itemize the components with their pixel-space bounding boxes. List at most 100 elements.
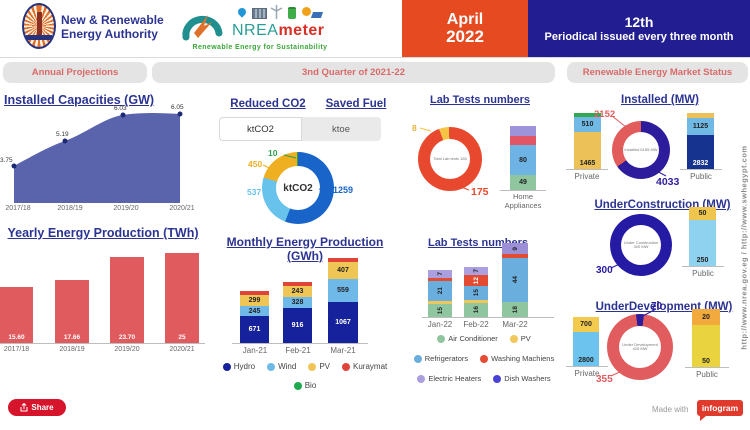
ud-public-label: Public (696, 370, 718, 379)
seg-value: 15 (472, 289, 480, 297)
legend-label: Wind (278, 362, 297, 371)
seg-value: 2800 (578, 357, 594, 364)
nreameter-logo: NREAmeter Renewable Energy for Sustainab… (176, 2, 344, 54)
dish-washers-dot-icon (493, 374, 502, 383)
yearly-x-label: 2020/21 (169, 346, 195, 353)
lab-legend-row1: Air Conditioner PV (408, 334, 560, 343)
stack-seg-wind: 559 (328, 279, 358, 302)
brand-wordmark: NREAmeter (232, 22, 325, 40)
legend-label: PV (520, 334, 531, 343)
seg-value: 15 (436, 306, 444, 315)
lab-seg-ac: 16 (464, 303, 488, 317)
lab-tests-donut-chart: Total Lab tests 183 (418, 127, 482, 191)
donut-center-label: Under Construction 300 MW (623, 239, 659, 249)
legend-label: Hydro (233, 362, 256, 371)
installed-public-yellow (687, 113, 714, 118)
lab-seg-washing: 12 (464, 275, 488, 286)
wind-turbine-icon (270, 5, 283, 19)
org-name: New & Renewable Energy Authority (61, 13, 164, 41)
legend-label: Washing Machiens (491, 354, 555, 363)
installed-donut-label-red: 2152 (594, 109, 616, 120)
washing-machines-dot-icon (480, 354, 489, 363)
nrea-logo (22, 3, 56, 49)
lab-seg-heaters: 7 (464, 267, 488, 275)
seg-value: 50 (702, 358, 710, 365)
lab-seg-heaters: 7 (428, 270, 452, 278)
lab-tests-donut-title: Lab Tests numbers (429, 94, 531, 106)
infogram-badge[interactable]: infogram (697, 400, 743, 416)
installed-private-label: Private (574, 172, 600, 181)
share-icon (20, 403, 28, 412)
under-construction-donut-label: 300 (596, 265, 613, 276)
share-button[interactable]: Share (8, 399, 66, 416)
home-seg-red (510, 136, 536, 145)
lab-seg-refrigerators: 44 (502, 258, 528, 302)
lab-seg-refrigerators: 21 (428, 281, 452, 301)
ud-donut-label-red: 355 (596, 374, 613, 385)
lab-seg-ac: 15 (428, 304, 452, 317)
tab-reduced-co2[interactable]: Reduced CO2 (230, 98, 306, 110)
refrigerators-dot-icon (413, 354, 422, 363)
uc-public-label: Public (692, 269, 714, 278)
seg-value: 2832 (692, 160, 709, 167)
reduced-co2-donut-chart: ktCO2 (262, 152, 334, 224)
installed-private-blue: 510 (574, 117, 601, 132)
lab-seg-refrigerators: 15 (464, 286, 488, 300)
stack-seg-pv: 243 (283, 286, 312, 297)
kuraymat-dot-icon (342, 362, 350, 371)
issue-subtitle: Periodical issued every three month (544, 31, 734, 43)
monthly-x-label: Feb-21 (285, 346, 311, 355)
issue-number-box: 12th Periodical issued every three month (528, 0, 750, 57)
seg-value: 671 (248, 326, 261, 333)
tab-ktoe[interactable]: ktoe (332, 123, 350, 135)
under-development-donut-chart: Under Development 425 MW (607, 314, 673, 380)
org-name-line2: Energy Authority (61, 27, 158, 41)
seg-value: 20 (702, 313, 710, 321)
unit-tab-bar: ktCO2 ktoe (219, 117, 381, 141)
brand-tagline: Renewable Energy for Sustainability (192, 44, 328, 51)
yearly-x-label: 2019/20 (114, 346, 140, 353)
seg-value: 80 (519, 156, 527, 164)
installed-public-axis (680, 169, 722, 170)
bar-value-label: 23.70 (118, 334, 136, 341)
stack-seg-wind: 328 (283, 297, 312, 308)
hydro-dot-icon (222, 362, 231, 371)
lab-seg-ac: 18 (502, 302, 528, 317)
infogram-badge-tail (700, 416, 706, 421)
logo-banner (26, 35, 52, 40)
stack-seg-pv: 299 (240, 295, 269, 306)
yearly-x-label: 2017/18 (3, 346, 30, 353)
wind-dot-icon (267, 362, 276, 371)
seg-value: 50 (698, 210, 707, 217)
lab-x-axis (422, 317, 554, 318)
side-url-link[interactable]: http://www.nrea.gov.eg / http://www.swhe… (739, 145, 749, 350)
ud-private-axis (566, 366, 608, 367)
bio-dot-icon (293, 381, 302, 390)
seg-value: 510 (581, 121, 594, 128)
installed-private-green (574, 113, 601, 117)
tab-saved-fuel[interactable]: Saved Fuel (325, 98, 387, 110)
uc-public-axis (682, 266, 724, 267)
org-name-line1: New & Renewable (61, 13, 164, 27)
area-point-label: 5.19 (56, 131, 69, 138)
lab-seg-washing (428, 278, 452, 281)
stack-seg-wind: 245 (240, 306, 269, 316)
monthly-x-label: Jan-21 (242, 346, 268, 355)
monthly-x-axis (232, 343, 368, 344)
ud-private-yellow: 700 (573, 317, 599, 332)
installed-donut-chart: Installed 6185 MW (612, 121, 670, 179)
installed-donut-label-navy: 4033 (656, 176, 680, 188)
monthly-legend-row1: Hydro Wind PV Kuraymat (211, 362, 399, 371)
lab-x-label: Mar-22 (502, 320, 528, 329)
issue-date-box: April 2022 (402, 0, 528, 57)
uc-public-blue: 250 (689, 220, 716, 266)
home-seg-purple (510, 126, 536, 136)
monthly-legend-row2: Bio (211, 381, 399, 390)
infogram-badge-label: infogram (701, 403, 739, 413)
ud-public-axis (685, 367, 729, 368)
brand-meter: meter (278, 22, 325, 39)
tab-ktco2[interactable]: ktCO2 (219, 117, 302, 141)
yearly-x-axis (0, 343, 205, 344)
air-conditioner-dot-icon (437, 334, 446, 343)
